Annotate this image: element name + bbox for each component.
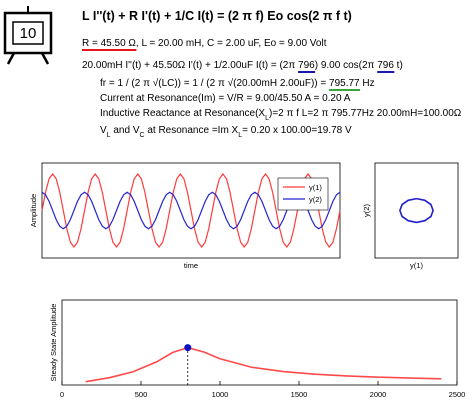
text-segment: 796 [377,60,394,71]
highlight-point [184,344,192,352]
text-segment: )=2 π f L=2 π 795.77Hz 20.00mH=100.00Ω [269,108,462,119]
y-axis-label: y(2) [362,204,371,217]
equation-line: Current at Resonance(Im) = V/R = 9.00/45… [100,93,351,104]
text-segment: Hz [360,78,375,89]
text-segment: V [100,125,107,136]
x-tick-label: 500 [135,390,148,399]
text-segment: Current at Resonance(Im) = V/R = 9.00/45… [100,93,351,104]
data-line [85,346,442,383]
equation-title: L I''(t) + R I'(t) + 1/C I(t) = (2 π f) … [82,9,352,23]
subscript: L [107,132,111,139]
slide-icon: 10 [3,6,53,65]
text-segment: at Resonance =Im X [145,125,239,136]
subscript: L [238,132,242,139]
text-segment: ) 9.00 cos(2π [315,60,377,71]
text-segment: t) [394,60,403,71]
x-axis-label: y(1) [410,261,423,270]
y-axis-label: Amplitude [29,194,38,227]
legend-box [277,177,329,211]
text-segment: , L = 20.00 mH, C = 2.00 uF, Eo = 9.00 V… [136,38,327,49]
text-segment: 20.00mH I''(t) + 45.50Ω I'(t) + 1/2.00uF… [82,60,298,71]
x-tick-label: 2000 [370,390,387,399]
subscript: C [140,132,145,139]
equation-line: Inductive Reactance at Resonance(XL)=2 π… [100,108,462,122]
text-segment: R = 45.50 Ω [82,38,136,49]
x-tick-label: 1000 [212,390,229,399]
data-line [399,197,434,224]
slide-number: 10 [20,25,37,42]
legend-label: y(1) [309,183,322,192]
data-line [41,172,341,249]
x-tick-label: 2500 [449,390,466,399]
text-segment: 796 [298,60,315,71]
text-segment: and V [111,125,140,136]
plot-frame [374,162,459,259]
y-axis-label: Steady State Amplitude [49,304,58,382]
x-axis-label: time [184,261,198,270]
legend-label: y(2) [309,195,322,204]
text-segment: Inductive Reactance at Resonance(X [100,108,265,119]
equation-line: fr = 1 / (2 π √(LC)) = 1 / (2 π √(20.00m… [100,77,375,89]
text-segment: = 0.20 x 100.00=19.78 V [242,125,352,136]
equation-line: VL and VC at Resonance =Im XL= 0.20 x 10… [100,125,352,139]
text-segment: fr = 1 / (2 π √(LC)) = 1 / (2 π √(20.00m… [100,77,329,89]
equation-line: 20.00mH I''(t) + 45.50Ω I'(t) + 1/2.00uF… [82,60,403,71]
text-segment: 795.77 [329,78,360,89]
x-tick-label: 0 [60,390,64,399]
subscript: L [265,115,269,122]
plot-frame [61,299,458,386]
equation-line: R = 45.50 Ω, L = 20.00 mH, C = 2.00 uF, … [82,38,327,49]
x-tick-label: 1500 [291,390,308,399]
